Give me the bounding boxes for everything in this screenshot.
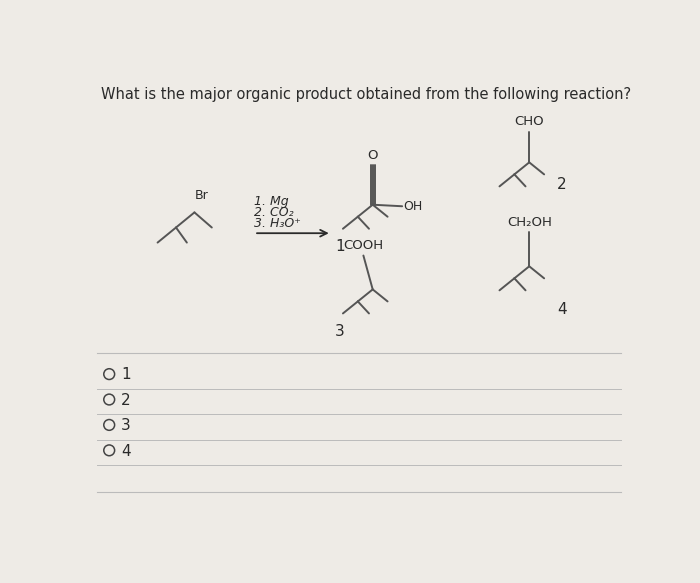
Text: 1: 1: [335, 239, 345, 254]
Text: 2: 2: [121, 393, 130, 408]
Text: CHO: CHO: [514, 115, 544, 128]
Text: 1. Mg: 1. Mg: [254, 195, 288, 209]
Text: What is the major organic product obtained from the following reaction?: What is the major organic product obtain…: [102, 87, 631, 102]
Text: COOH: COOH: [343, 240, 384, 252]
Text: 4: 4: [557, 302, 566, 317]
Text: 4: 4: [121, 444, 130, 459]
Text: OH: OH: [404, 200, 423, 213]
Text: CH₂OH: CH₂OH: [507, 216, 552, 229]
Text: O: O: [368, 149, 378, 161]
Text: 1: 1: [121, 367, 130, 382]
Text: 3: 3: [335, 324, 345, 339]
Text: 3: 3: [121, 418, 131, 433]
Text: 2: 2: [557, 177, 566, 192]
Text: 3. H₃O⁺: 3. H₃O⁺: [254, 217, 301, 230]
Text: 2. CO₂: 2. CO₂: [254, 206, 294, 219]
Text: Br: Br: [195, 189, 208, 202]
